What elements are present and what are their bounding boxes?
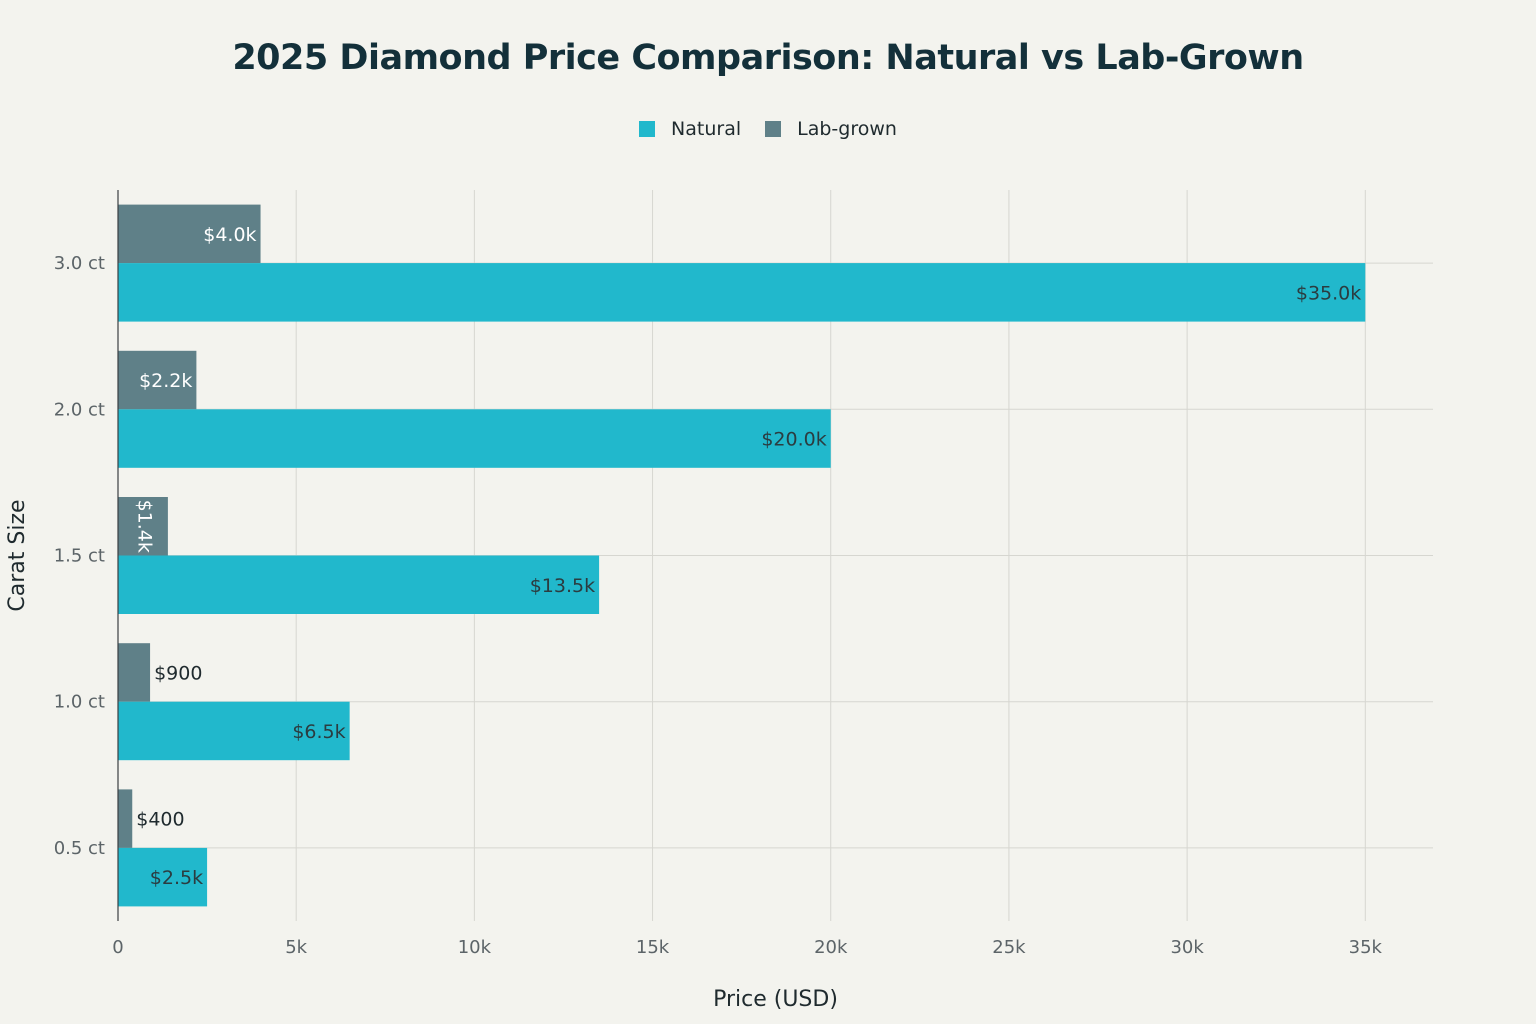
bar-label-natural: $2.5k [150,867,203,889]
bar-natural [118,409,831,468]
bar-label-natural: $6.5k [292,721,345,743]
bar-natural [118,263,1366,322]
y-tick-label: 3.0 ct [54,253,105,274]
bar-lab-grown [118,350,197,410]
x-tick-label: 20k [814,937,848,958]
bar-lab-grown [118,789,133,848]
bar-label-lab-grown: $1.4k [133,500,155,553]
bar-label-natural: $20.0k [761,429,826,451]
bar-label-lab-grown: $900 [154,662,202,684]
x-tick-label: 25k [992,937,1026,958]
x-tick-label: 5k [285,937,307,958]
bar-natural [118,555,600,614]
legend-swatch-lab-grown [765,121,782,137]
bar-lab-grown [118,497,168,556]
bar-label-natural: $35.0k [1296,282,1361,304]
bar-label-natural: $13.5k [530,575,595,597]
x-tick-label: 0 [112,937,123,958]
legend-item-lab-grown[interactable]: Lab-grown [765,118,897,140]
bar-label-lab-grown: $400 [136,809,184,831]
bar-label-lab-grown: $2.2k [139,370,192,392]
legend-item-natural[interactable]: Natural [639,118,741,140]
bar-label-lab-grown: $4.0k [203,224,256,246]
bar-natural [118,701,350,761]
x-tick-label: 35k [1349,937,1383,958]
x-axis-title: Price (USD) [713,987,838,1012]
bar-natural [118,847,208,907]
legend-swatch-natural [639,121,656,137]
legend: Natural Lab-grown [0,118,1536,140]
y-tick-label: 1.0 ct [54,692,105,713]
y-tick-label: 1.5 ct [54,546,105,567]
y-axis-title: Carat Size [5,499,30,611]
chart-title: 2025 Diamond Price Comparison: Natural v… [232,38,1304,78]
bar-lab-grown [118,643,151,702]
bar-lab-grown [118,204,261,264]
y-tick-label: 0.5 ct [54,838,105,859]
x-tick-label: 15k [636,937,670,958]
x-tick-label: 30k [1170,937,1204,958]
x-tick-label: 10k [458,937,492,958]
y-tick-label: 2.0 ct [54,399,105,420]
legend-label-natural: Natural [671,118,742,140]
legend-label-lab-grown: Lab-grown [797,118,897,140]
